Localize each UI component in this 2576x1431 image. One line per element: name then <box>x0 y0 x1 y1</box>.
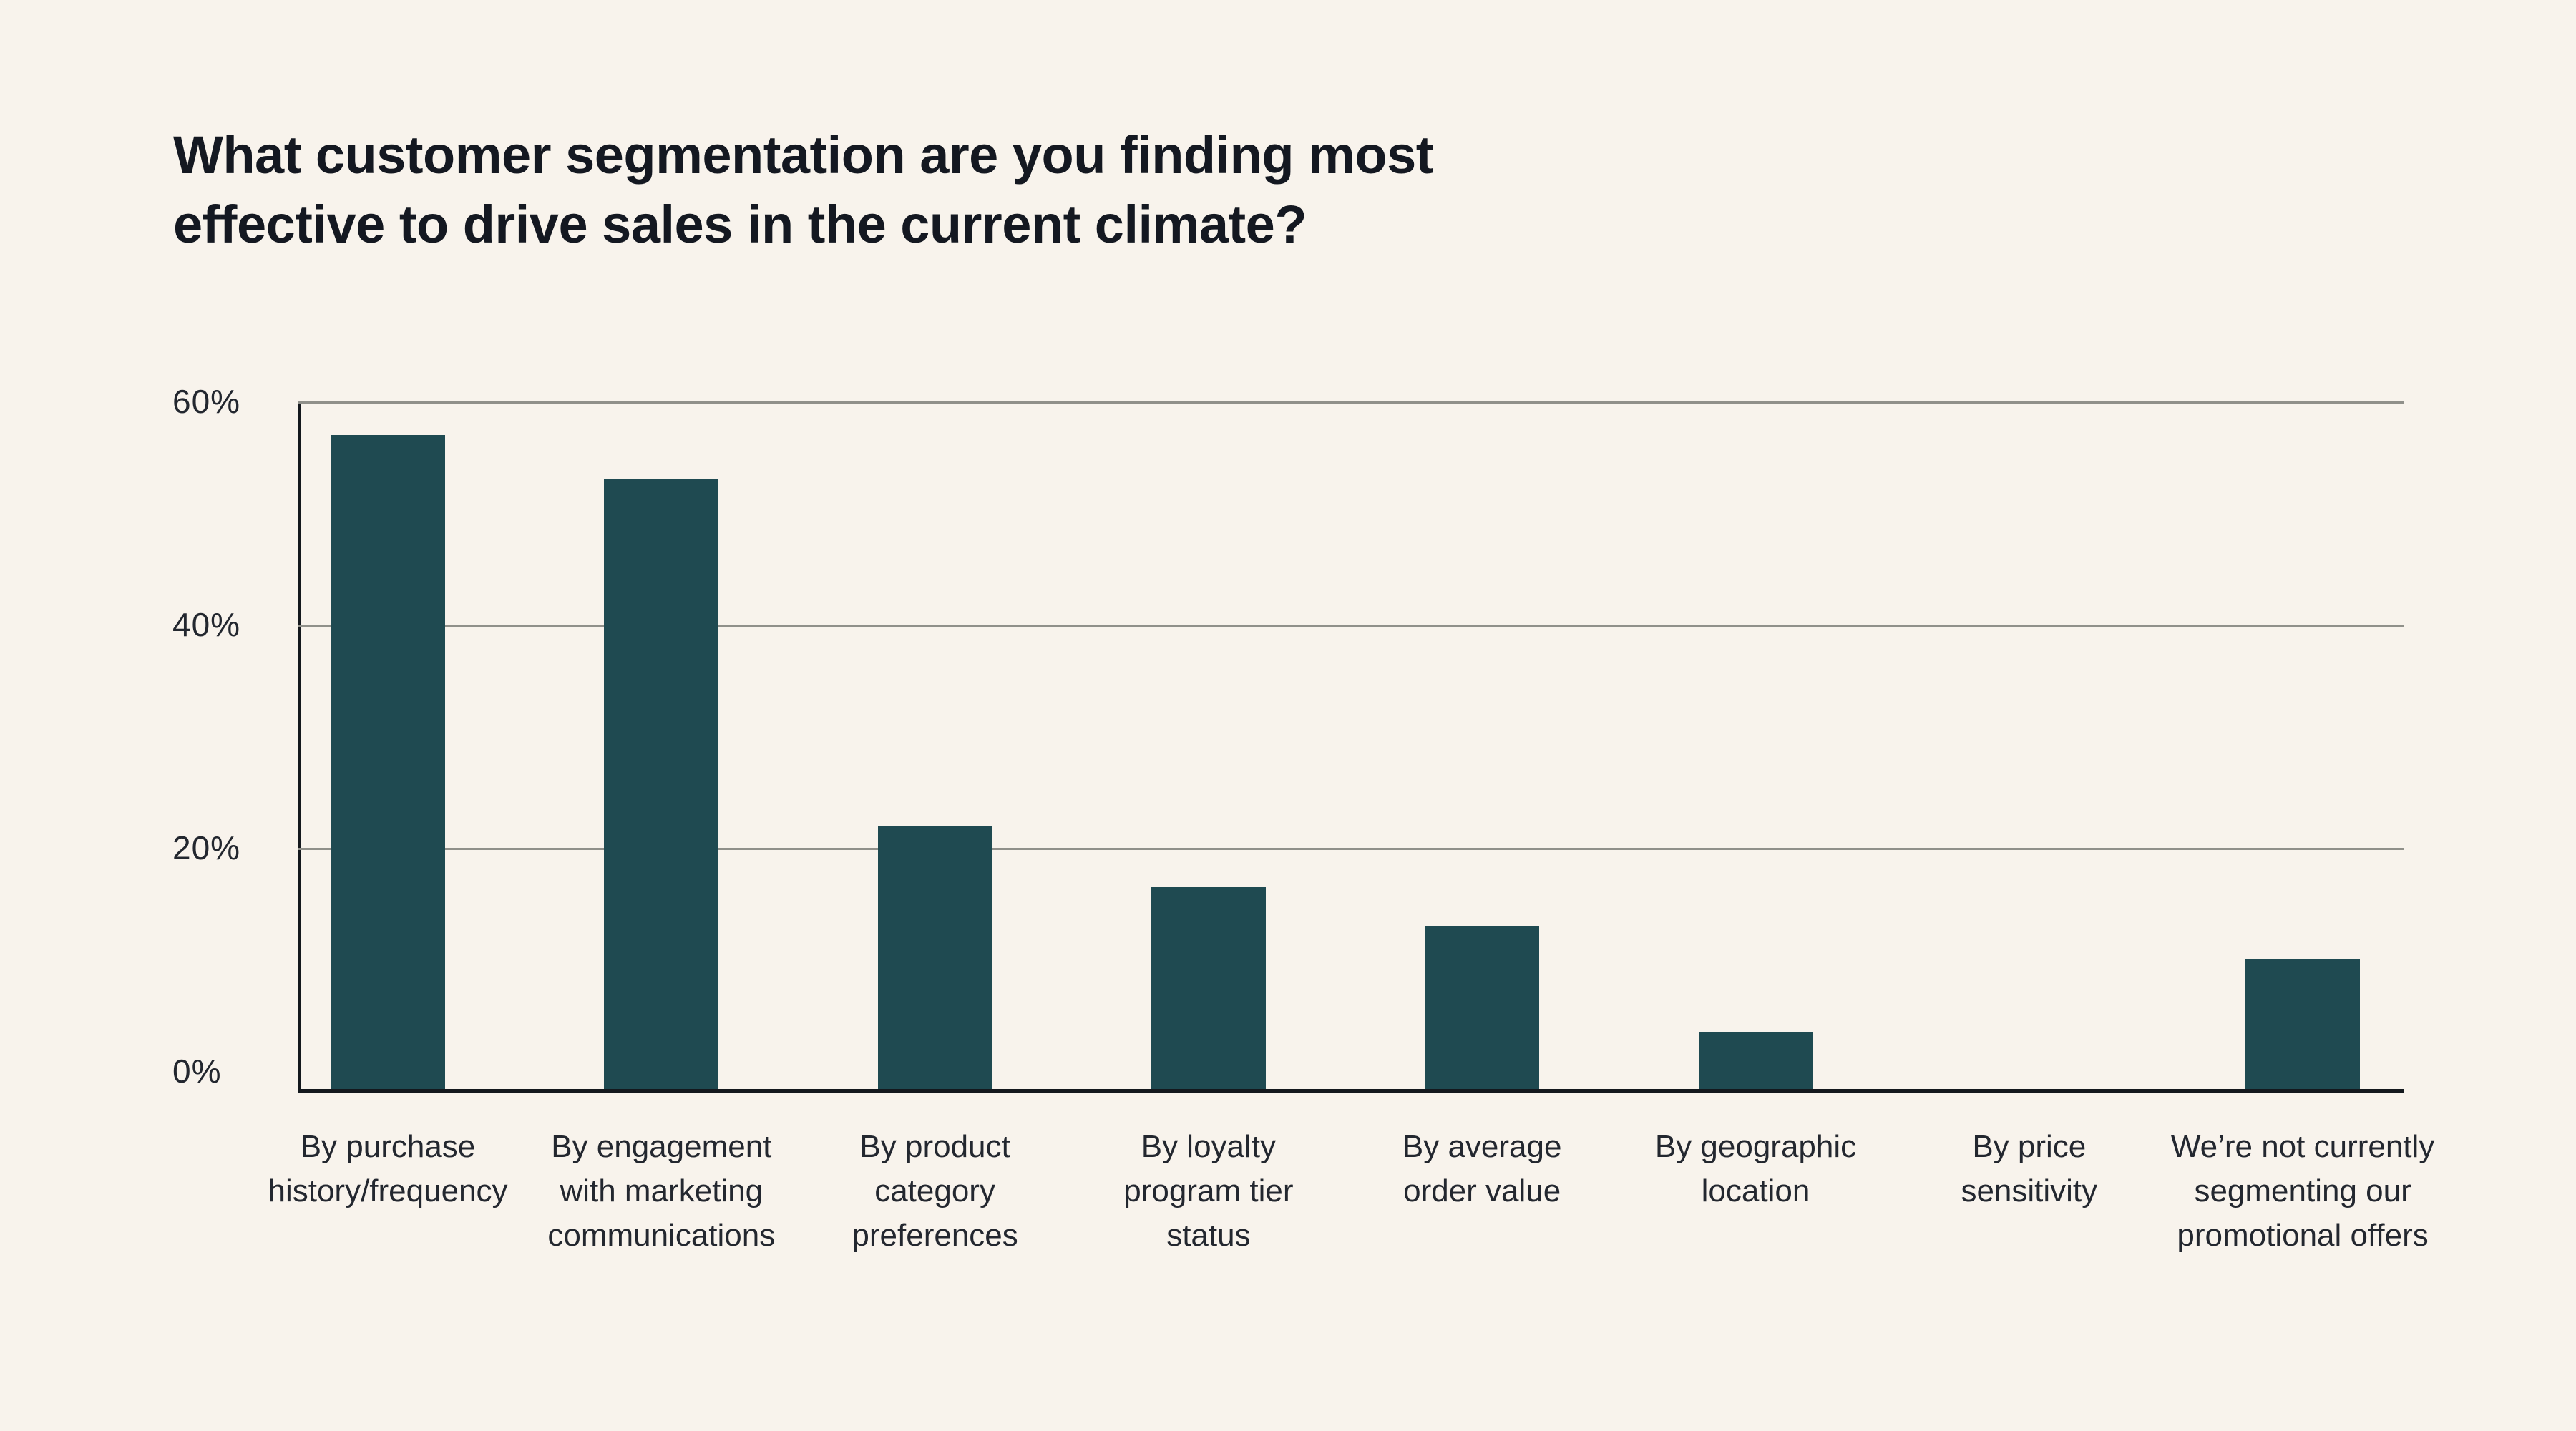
plot-area <box>298 401 2404 1093</box>
y-axis-line <box>298 401 301 1093</box>
category-label: By geographic location <box>1654 1129 1857 1208</box>
chart-title: What customer segmentation are you findi… <box>173 125 1433 254</box>
bar <box>2245 959 2361 1089</box>
category-label: By engagement with marketing communicati… <box>547 1129 776 1253</box>
bar <box>331 434 445 1089</box>
y-tick-label: 20% <box>172 829 241 866</box>
bar <box>1698 1032 1813 1089</box>
category-label: By purchase history/frequency <box>268 1129 508 1208</box>
x-axis-line <box>298 1089 2404 1093</box>
bar <box>604 479 719 1089</box>
category-label: By product category preferences <box>852 1129 1018 1253</box>
gridline <box>298 848 2404 850</box>
bar <box>1151 887 1266 1089</box>
category-label: By price sensitivity <box>1961 1129 2098 1208</box>
gridline <box>298 401 2404 404</box>
category-label: We’re not currently segmenting our promo… <box>2170 1129 2435 1253</box>
y-tick-label: 0% <box>172 1053 222 1090</box>
category-label: By average order value <box>1402 1129 1562 1208</box>
y-tick-label: 60% <box>172 383 241 420</box>
y-tick-label: 40% <box>172 606 241 643</box>
bar <box>877 825 992 1089</box>
gridline <box>298 625 2404 627</box>
bar <box>1425 926 1540 1089</box>
category-label: By loyalty program tier status <box>1123 1129 1294 1253</box>
